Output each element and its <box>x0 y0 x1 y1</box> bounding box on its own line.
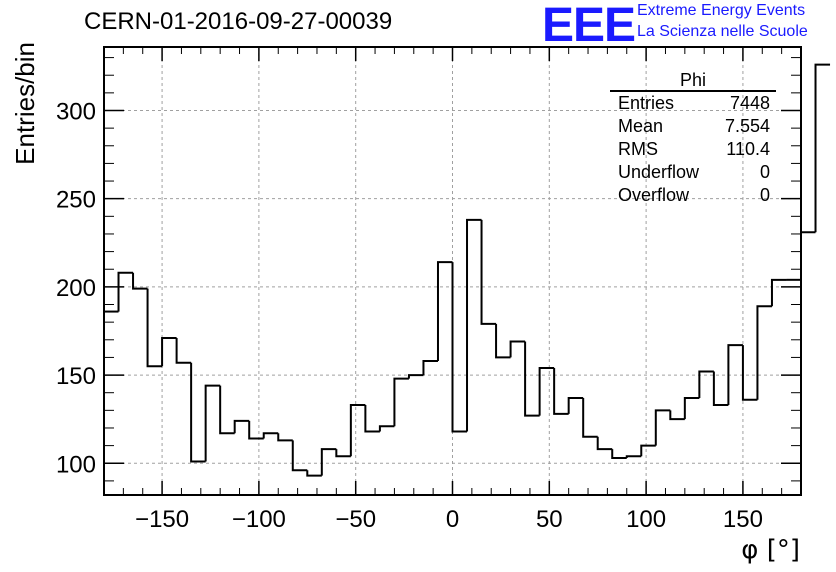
histogram-bin <box>466 218 482 432</box>
histogram-bin <box>422 359 438 376</box>
stats-row-overflow: Overflow 0 <box>610 184 776 207</box>
histogram-bin <box>509 340 526 358</box>
x-axis-label: φ [°] <box>741 535 800 565</box>
histogram-bin <box>219 385 235 435</box>
stats-value: 0 <box>759 162 770 182</box>
histogram-bin <box>756 305 772 400</box>
y-tick-label: 100 <box>56 451 96 478</box>
stats-title: Phi <box>610 70 776 92</box>
histogram-bin <box>117 271 134 312</box>
histogram-bin <box>190 362 206 463</box>
histogram-bin <box>349 404 366 457</box>
histogram-bin <box>698 370 714 398</box>
histogram-bin <box>495 323 511 359</box>
histogram-bin <box>800 231 816 280</box>
axis-ticks <box>103 47 802 495</box>
histogram-bin <box>248 420 264 440</box>
stats-label: Entries <box>618 93 675 113</box>
stats-box: Phi Entries 7448 Mean 7.554 RMS 110.4 Under… <box>610 70 776 207</box>
chart-title: CERN-01-2016-09-27-00039 <box>84 8 393 35</box>
histogram-bin <box>727 344 743 406</box>
x-tick-label: 50 <box>536 506 563 533</box>
x-tick-label: 0 <box>446 506 459 533</box>
x-tick-label: −100 <box>232 506 286 533</box>
stats-value: 7448 <box>729 93 770 113</box>
stats-row-underflow: Underflow 0 <box>610 161 776 184</box>
x-tick-label: 100 <box>626 506 666 533</box>
histogram-bin <box>582 397 598 438</box>
histogram-bin <box>669 410 685 421</box>
stats-row-entries: Entries 7448 <box>610 92 776 115</box>
stats-row-rms: RMS 110.4 <box>610 138 776 161</box>
histogram-bin <box>291 440 308 472</box>
histogram-bin <box>233 419 250 434</box>
histogram-bin <box>567 396 584 414</box>
y-tick-label: 150 <box>56 363 96 390</box>
histogram-bin <box>451 262 468 433</box>
stats-label: Mean <box>618 116 664 136</box>
histogram-bin <box>524 341 540 417</box>
histogram-bin <box>175 338 192 364</box>
tick-labels: −150 −100 −50 0 50 100 150 100 150 200 250 300 <box>56 98 763 533</box>
histogram-bin <box>146 288 163 368</box>
histogram-bin <box>640 444 656 457</box>
x-tick-label: 150 <box>723 506 763 533</box>
histogram-bin <box>132 272 148 290</box>
stats-value: 7.554 <box>724 116 770 136</box>
stats-label: RMS <box>618 139 658 159</box>
x-tick-label: −150 <box>135 506 189 533</box>
histogram-bin <box>770 278 787 307</box>
histogram-bin <box>741 345 758 401</box>
stats-row-mean: Mean 7.554 <box>610 115 776 138</box>
histogram-bin <box>364 405 380 433</box>
histogram-bin <box>480 219 497 325</box>
stats-label: Underflow <box>618 162 700 182</box>
eee-logo: EEE <box>542 0 636 52</box>
histogram-bin <box>407 374 424 379</box>
histogram-bin <box>538 367 555 416</box>
x-tick-label: −50 <box>335 506 376 533</box>
histogram-bin <box>262 432 279 439</box>
stats-value: 110.4 <box>726 139 770 159</box>
histogram-bin <box>161 337 177 367</box>
histogram-bin <box>335 449 351 458</box>
histogram-bin <box>683 396 700 420</box>
histogram-bin <box>625 455 642 458</box>
histogram-bin <box>393 377 409 427</box>
histogram-bin <box>654 409 671 446</box>
stats-value: 0 <box>759 185 770 205</box>
histogram-steps <box>104 63 831 477</box>
y-tick-label: 300 <box>56 98 96 125</box>
histogram-bin <box>712 371 729 407</box>
histogram-bin <box>320 448 337 476</box>
y-axis-label: Entries/bin <box>10 42 40 165</box>
histogram-bin <box>306 470 322 477</box>
histogram-bin <box>596 436 613 451</box>
logo-subtitle-1: Extreme Energy Events <box>637 2 806 19</box>
histogram-bin <box>436 261 453 361</box>
histogram-bin <box>611 449 627 459</box>
histogram-bin <box>553 368 569 415</box>
stats-label: Overflow <box>618 185 690 205</box>
y-tick-label: 200 <box>56 275 96 302</box>
histogram-bin <box>204 384 221 462</box>
histogram-bin <box>378 425 395 432</box>
histogram-bin <box>814 63 831 233</box>
y-tick-label: 250 <box>56 187 96 214</box>
logo-subtitle-2: La Scienza nelle Scuole <box>637 23 808 40</box>
histogram-bin <box>277 433 293 442</box>
